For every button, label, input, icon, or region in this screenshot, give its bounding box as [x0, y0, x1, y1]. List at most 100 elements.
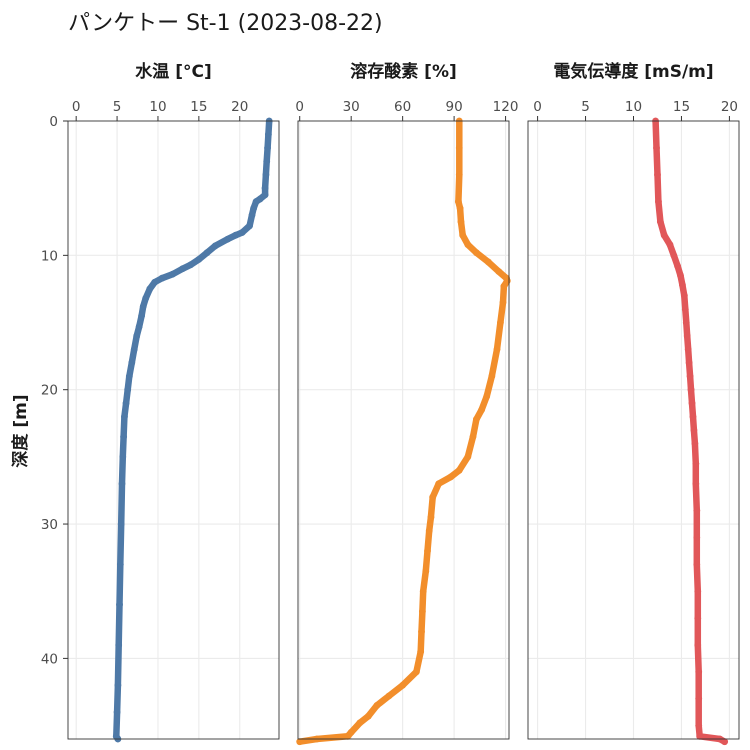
data-point-ec-26: [693, 534, 701, 541]
data-point-do-33: [418, 628, 425, 635]
data-point-temp-16: [203, 249, 211, 257]
x-tick-label-do-120: 120: [493, 99, 519, 115]
data-point-do-28: [425, 527, 433, 535]
data-point-do-30: [422, 567, 430, 575]
data-point-temp-31: [125, 372, 133, 380]
data-point-do-32: [418, 607, 426, 615]
data-point-ec-6: [666, 241, 674, 249]
data-point-temp-26: [138, 312, 146, 320]
data-point-ec-27: [693, 560, 701, 568]
data-point-temp-36: [119, 453, 127, 461]
data-point-temp-11: [246, 222, 253, 230]
data-point-do-42: [344, 732, 352, 740]
data-point-do-15: [497, 319, 504, 326]
data-point-do-36: [399, 681, 407, 689]
data-point-do-44: [296, 738, 304, 746]
data-point-do-39: [364, 712, 372, 720]
data-point-ec-31: [695, 668, 703, 676]
data-point-ec-22: [691, 440, 699, 447]
x-tick-label-ec-0: 0: [533, 99, 542, 115]
data-point-ec-29: [694, 614, 702, 622]
x-tick-label-do-90: 90: [446, 99, 463, 115]
data-point-ec-17: [686, 372, 694, 380]
y-tick-label-0: 0: [49, 114, 58, 130]
data-point-do-13: [500, 282, 508, 290]
data-point-temp-10: [248, 211, 256, 219]
data-point-temp-38: [117, 520, 125, 528]
panel-background: [68, 121, 279, 739]
data-point-do-4: [456, 204, 464, 212]
data-point-temp-24: [142, 294, 150, 302]
y-axis-title: 深度 [m]: [10, 394, 31, 467]
panel-border: [67, 120, 280, 740]
data-point-ec-34: [696, 732, 704, 740]
data-point-temp-27: [135, 323, 143, 330]
data-point-ec-25: [693, 507, 701, 515]
data-point-ec-23: [692, 460, 700, 467]
data-point-temp-3: [263, 157, 271, 165]
data-point-ec-18: [687, 386, 695, 394]
y-tick-label-30: 30: [41, 517, 58, 533]
x-tick-label-temp-15: 15: [190, 99, 207, 115]
panel-title-do: 溶存酸素 [%]: [350, 61, 457, 82]
data-point-temp-8: [252, 198, 260, 206]
data-point-ec-32: [695, 695, 703, 703]
data-point-temp-28: [133, 332, 141, 340]
data-point-ec-24: [692, 480, 700, 488]
data-point-temp-13: [232, 231, 240, 239]
data-point-temp-15: [211, 242, 219, 250]
x-tick-label-ec-15: 15: [673, 99, 690, 115]
data-point-ec-8: [674, 262, 682, 270]
data-point-do-8: [473, 249, 480, 257]
data-point-temp-2: [264, 144, 271, 152]
data-point-ec-19: [688, 399, 696, 407]
data-point-temp-20: [169, 270, 177, 278]
y-axis-tick-labels: 0 10 20 30 40: [41, 114, 68, 667]
data-point-ec-4: [656, 218, 664, 226]
data-point-temp-22: [151, 278, 159, 286]
data-point-do-17: [488, 372, 496, 380]
data-point-do-24: [447, 473, 455, 481]
data-point-temp-14: [224, 235, 231, 243]
data-point-ec-12: [681, 305, 689, 313]
data-point-temp-1: [264, 131, 272, 138]
data-point-do-16: [493, 345, 501, 353]
data-point-do-21: [469, 433, 477, 441]
data-point-ec-33: [695, 722, 703, 729]
data-point-temp-30: [128, 359, 136, 367]
data-point-do-26: [429, 493, 437, 501]
panel-do: 0 30 60 90 120 溶存酸素 [%]: [295, 61, 519, 746]
data-point-do-7: [464, 241, 472, 249]
data-point-do-20: [473, 415, 480, 423]
data-point-do-27: [427, 513, 435, 521]
x-tick-label-temp-5: 5: [113, 99, 122, 115]
data-point-do-22: [464, 453, 472, 461]
panel-title-ec: 電気伝導度 [mS/m]: [553, 61, 713, 82]
data-point-temp-9: [250, 204, 258, 212]
data-point-temp-21: [158, 274, 166, 282]
data-point-temp-29: [130, 345, 138, 353]
data-point-do-1: [455, 144, 463, 152]
data-point-ec-20: [689, 413, 697, 420]
data-point-ec-14: [683, 332, 691, 340]
data-point-temp-18: [187, 261, 195, 269]
data-point-do-10: [495, 268, 503, 275]
data-point-ec-11: [680, 292, 688, 300]
data-point-ec-3: [655, 198, 662, 206]
x-tick-label-do-30: 30: [343, 99, 360, 115]
data-point-ec-30: [694, 641, 702, 649]
panel-temp: 0 5 10 15 20 水温 [°C]: [67, 61, 280, 743]
data-point-temp-33: [122, 399, 130, 407]
data-point-ec-13: [682, 319, 690, 326]
data-point-do-19: [478, 406, 485, 414]
data-point-ec-21: [690, 426, 698, 434]
data-point-temp-40: [116, 601, 123, 609]
data-point-ec-16: [685, 359, 693, 367]
data-point-ec-2: [654, 171, 661, 179]
data-point-do-38: [373, 702, 381, 709]
data-point-do-35: [412, 668, 420, 676]
data-point-temp-6: [261, 191, 269, 199]
data-point-do-2: [455, 171, 463, 179]
data-point-temp-17: [195, 255, 203, 263]
data-point-temp-4: [262, 171, 270, 179]
